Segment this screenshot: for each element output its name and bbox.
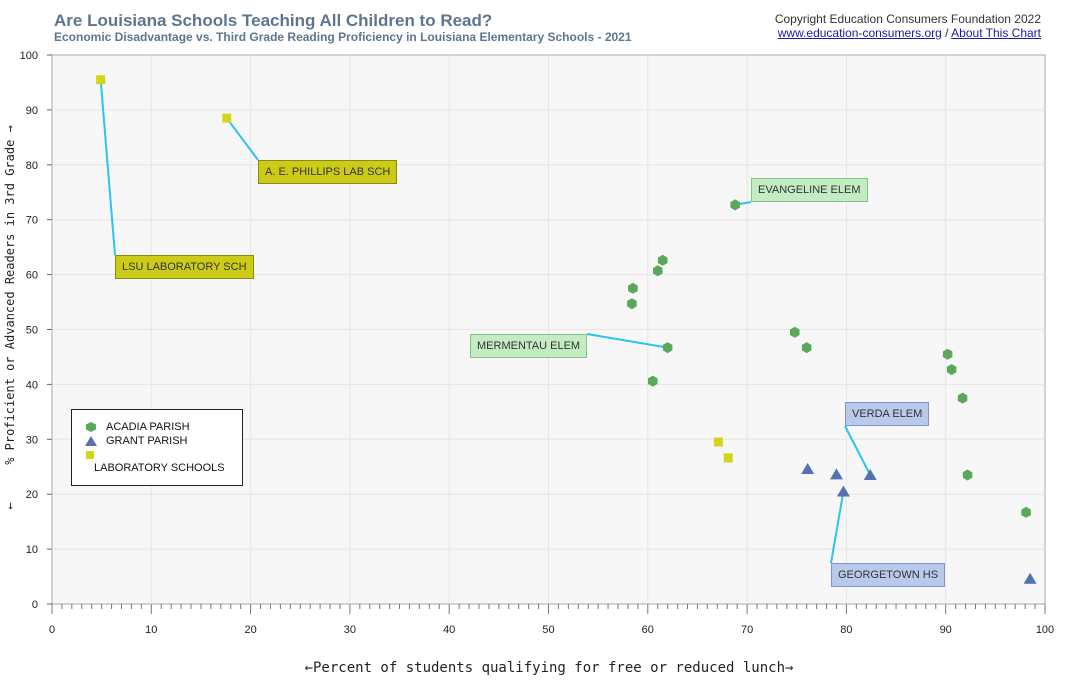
- annotation-evangeline-elem[interactable]: EVANGELINE ELEM: [751, 178, 868, 202]
- legend-label-lab-row: LABORATORY SCHOOLS: [94, 462, 225, 474]
- lab-school-point: [96, 75, 106, 85]
- lab-school-point: [713, 437, 723, 447]
- data-points: [96, 75, 1037, 584]
- y-tick-label: 70: [26, 215, 38, 227]
- annotation-georgetown-hs[interactable]: GEORGETOWN HS: [831, 563, 946, 587]
- acadia-point: [628, 282, 638, 294]
- acadia-point: [657, 254, 668, 266]
- y-tick-label: 90: [26, 105, 38, 117]
- acadia-point: [962, 469, 973, 481]
- legend-label-lab: LABORATORY SCHOOLS: [94, 462, 225, 474]
- axis-ticks: 0 10 20 30 40 50 60 70 80 90 100 0 10 20 30 40 50 60 70 80 9…: [20, 50, 1055, 636]
- y-tick-label: 80: [26, 160, 38, 172]
- acadia-point: [942, 348, 953, 360]
- acadia-point: [801, 342, 812, 354]
- x-tick-label: 50: [542, 624, 554, 636]
- lab-school-point: [723, 453, 733, 463]
- header-links: www.education-consumers.org / About This…: [778, 26, 1041, 40]
- y-tick-label: 50: [26, 325, 38, 337]
- y-tick-label: 30: [26, 434, 38, 446]
- link-separator: /: [945, 26, 949, 40]
- y-tick-label: 10: [26, 544, 38, 556]
- acadia-point: [730, 199, 740, 211]
- acadia-point: [790, 326, 800, 338]
- annotation-leader-line: [225, 117, 259, 161]
- y-axis-label: % Proficient or Advanced Readers in 3rd …: [3, 125, 17, 465]
- x-tick-label: 40: [443, 624, 455, 636]
- y-tick-label: 100: [20, 50, 38, 62]
- acadia-point: [653, 265, 663, 277]
- grant-point: [836, 485, 850, 497]
- y-tick-label: 0: [32, 599, 38, 611]
- y-tick-label: 40: [26, 379, 38, 391]
- y-tick-label: 20: [26, 489, 38, 501]
- site-link[interactable]: www.education-consumers.org: [777, 26, 942, 40]
- about-chart-link[interactable]: About This Chart: [951, 26, 1041, 40]
- y-axis-arrow: ←: [3, 502, 17, 509]
- x-tick-label: 90: [940, 624, 952, 636]
- x-tick-label: 80: [840, 624, 852, 636]
- legend-label-acadia: ACADIA PARISH: [106, 421, 190, 433]
- grant-point: [829, 468, 843, 480]
- x-tick-label: 10: [145, 624, 157, 636]
- acadia-point: [946, 364, 957, 376]
- grant-point: [863, 468, 877, 480]
- chart-subtitle: Economic Disadvantage vs. Third Grade Re…: [54, 30, 632, 44]
- annotation-leader-line: [830, 491, 845, 564]
- legend-item-acadia[interactable]: ACADIA PARISH: [84, 421, 190, 433]
- acadia-point: [957, 392, 968, 404]
- acadia-point: [1021, 506, 1031, 518]
- annotation-leader-line: [99, 79, 116, 256]
- acadia-point: [627, 298, 637, 310]
- x-axis-label: ←Percent of students qualifying for free…: [305, 660, 794, 676]
- annotation-lsu-laboratory-sch[interactable]: LSU LABORATORY SCH: [115, 255, 254, 279]
- x-tick-label: 60: [642, 624, 654, 636]
- chart-legend: ACADIA PARISH GRANT PARISH LABORATORY SC…: [71, 409, 243, 486]
- annotation-leader-line: [586, 333, 668, 349]
- legend-item-grant[interactable]: GRANT PARISH: [84, 435, 188, 447]
- annotation-ae-phillips-lab-sch[interactable]: A. E. PHILLIPS LAB SCH: [258, 160, 398, 184]
- x-tick-label: 100: [1036, 624, 1054, 636]
- lab-school-point: [222, 113, 232, 123]
- annotation-verda-elem[interactable]: VERDA ELEM: [845, 402, 930, 426]
- annotation-mermentau-elem[interactable]: MERMENTAU ELEM: [470, 334, 588, 358]
- acadia-point: [662, 342, 673, 354]
- x-tick-label: 30: [344, 624, 356, 636]
- chart-title: Are Louisiana Schools Teaching All Child…: [54, 11, 493, 30]
- x-tick-label: 70: [741, 624, 753, 636]
- copyright-text: Copyright Education Consumers Foundation…: [774, 12, 1041, 26]
- x-tick-label: 0: [49, 624, 55, 636]
- acadia-point: [648, 375, 658, 387]
- x-tick-label: 20: [244, 624, 256, 636]
- grant-point: [1023, 572, 1037, 584]
- annotation-leaders: [99, 79, 872, 564]
- annotation-leader-line: [844, 425, 872, 476]
- legend-label-grant: GRANT PARISH: [106, 435, 188, 447]
- y-tick-label: 60: [26, 270, 38, 282]
- grid-lines: [52, 55, 1045, 604]
- grant-point: [801, 462, 815, 474]
- legend-item-lab[interactable]: [84, 449, 106, 461]
